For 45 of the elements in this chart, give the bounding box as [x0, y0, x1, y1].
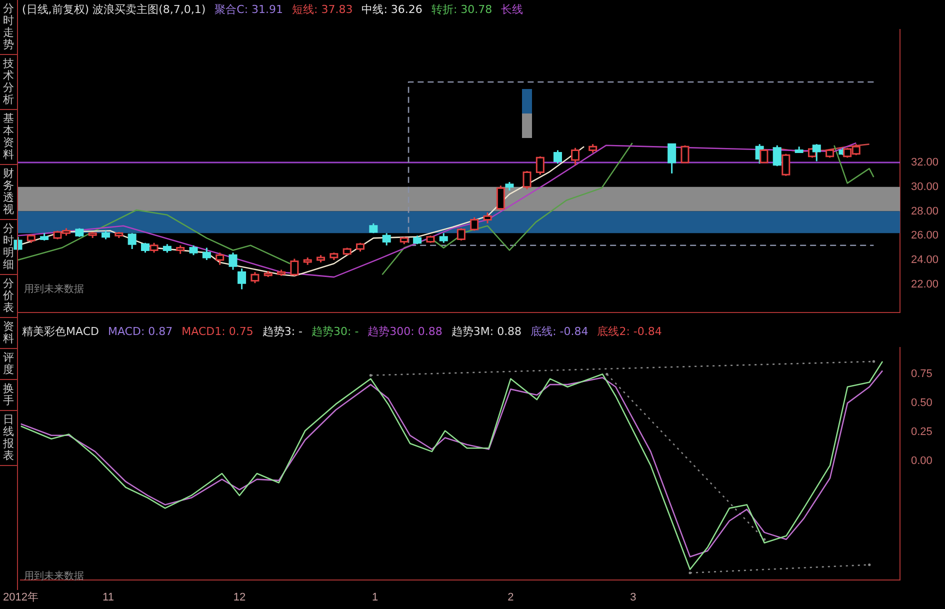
y-tick-label: 26.00: [911, 230, 939, 242]
x-tick-label: 2012年: [2, 591, 38, 604]
text: 趋势30: -: [312, 325, 359, 338]
y-tick-label: 0.00: [911, 454, 932, 467]
text: 基本资料: [0, 110, 17, 165]
x-tick-label: 2: [508, 591, 514, 604]
text: 底线2: -0.84: [597, 325, 662, 338]
y-tick-label: 0.25: [911, 426, 932, 438]
annotation: 用到未来数据: [24, 282, 84, 296]
x-tick-label: 12: [233, 591, 246, 604]
y-tick-label: 28.00: [911, 205, 939, 218]
text: 分时明细: [0, 220, 17, 275]
text: 资料: [0, 318, 17, 349]
y-tick-label: 0.50: [911, 397, 932, 410]
text: 趋势3M: 0.88: [451, 325, 522, 338]
annotation: 用到未来数据: [24, 570, 84, 583]
y-tick-label: 0.75: [911, 368, 932, 380]
text: 技术分析: [0, 55, 17, 110]
text: 聚合C: 31.91: [214, 3, 284, 16]
y-tick-label: 22.00: [911, 278, 939, 290]
text: 财务透视: [0, 165, 17, 220]
chart-title: 精美彩色MACD: [22, 325, 99, 338]
x-tick-label: 1: [372, 591, 378, 604]
text: 趋势3: -: [262, 325, 302, 338]
text: 底线: -0.84: [530, 325, 588, 338]
text: MACD1: 0.75: [182, 325, 254, 338]
text: 长线: [501, 3, 524, 16]
y-tick-label: 30.00: [911, 180, 939, 193]
text: 中线: 36.26: [362, 3, 422, 16]
text: 日线报表: [0, 411, 17, 466]
candlestick: [238, 268, 246, 290]
text: 转折: 30.78: [431, 3, 492, 16]
text: 换手: [0, 380, 17, 411]
x-tick-label: 11: [102, 591, 114, 604]
text: 短线: 37.83: [292, 3, 353, 16]
y-tick-label: 32.00: [911, 156, 939, 168]
chart-title: (日线,前复权) 波浪买卖主图(8,7,0,1): [22, 3, 206, 16]
text: 评度: [0, 349, 17, 380]
candlestick: [668, 143, 676, 174]
x-tick-label: 3: [630, 591, 636, 604]
text: 趋势300: 0.88: [368, 325, 442, 338]
text: 分价表: [0, 275, 17, 318]
text: 分时走势: [0, 0, 17, 55]
y-tick-label: 24.00: [911, 254, 939, 266]
text: MACD: 0.87: [108, 325, 173, 338]
